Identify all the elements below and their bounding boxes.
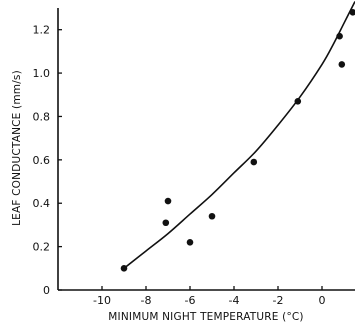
x-tick-label: -4 (229, 294, 240, 307)
data-point (162, 219, 170, 227)
y-tick-label: 0 (43, 284, 50, 297)
y-tick-label: 0.2 (33, 241, 51, 254)
x-tick-label: -10 (93, 294, 111, 307)
data-point (164, 197, 172, 205)
x-tick-label: -2 (273, 294, 284, 307)
fit-curve-layer (123, 1, 355, 269)
x-tick-label: 0 (319, 294, 326, 307)
data-points (120, 9, 355, 272)
y-tick-label: 0.8 (33, 110, 51, 123)
axes (57, 8, 355, 291)
data-point (120, 265, 128, 272)
ticks: -10 -8 -6 -4 -2 0 0 0.2 0.4 0.6 0.8 1.0 1.2 (33, 24, 326, 307)
data-point (349, 9, 355, 16)
y-axis-title: LEAF CONDUCTANCE (mm/s) (11, 70, 23, 226)
data-point (336, 32, 343, 40)
data-point (294, 97, 302, 105)
fit-curve (123, 1, 355, 269)
data-point (250, 158, 258, 166)
y-tick-label: 0.4 (33, 197, 51, 210)
data-point (208, 212, 216, 220)
y-tick-label: 0.6 (33, 154, 51, 167)
x-axis-title: MINIMUM NIGHT TEMPERATURE (°C) (108, 311, 303, 323)
x-tick-label: -8 (141, 294, 152, 307)
data-point (338, 61, 346, 68)
x-tick-label: -6 (185, 294, 196, 307)
data-point (186, 238, 194, 246)
y-tick-label: 1.2 (33, 24, 51, 37)
y-tick-label: 1.0 (33, 67, 51, 80)
